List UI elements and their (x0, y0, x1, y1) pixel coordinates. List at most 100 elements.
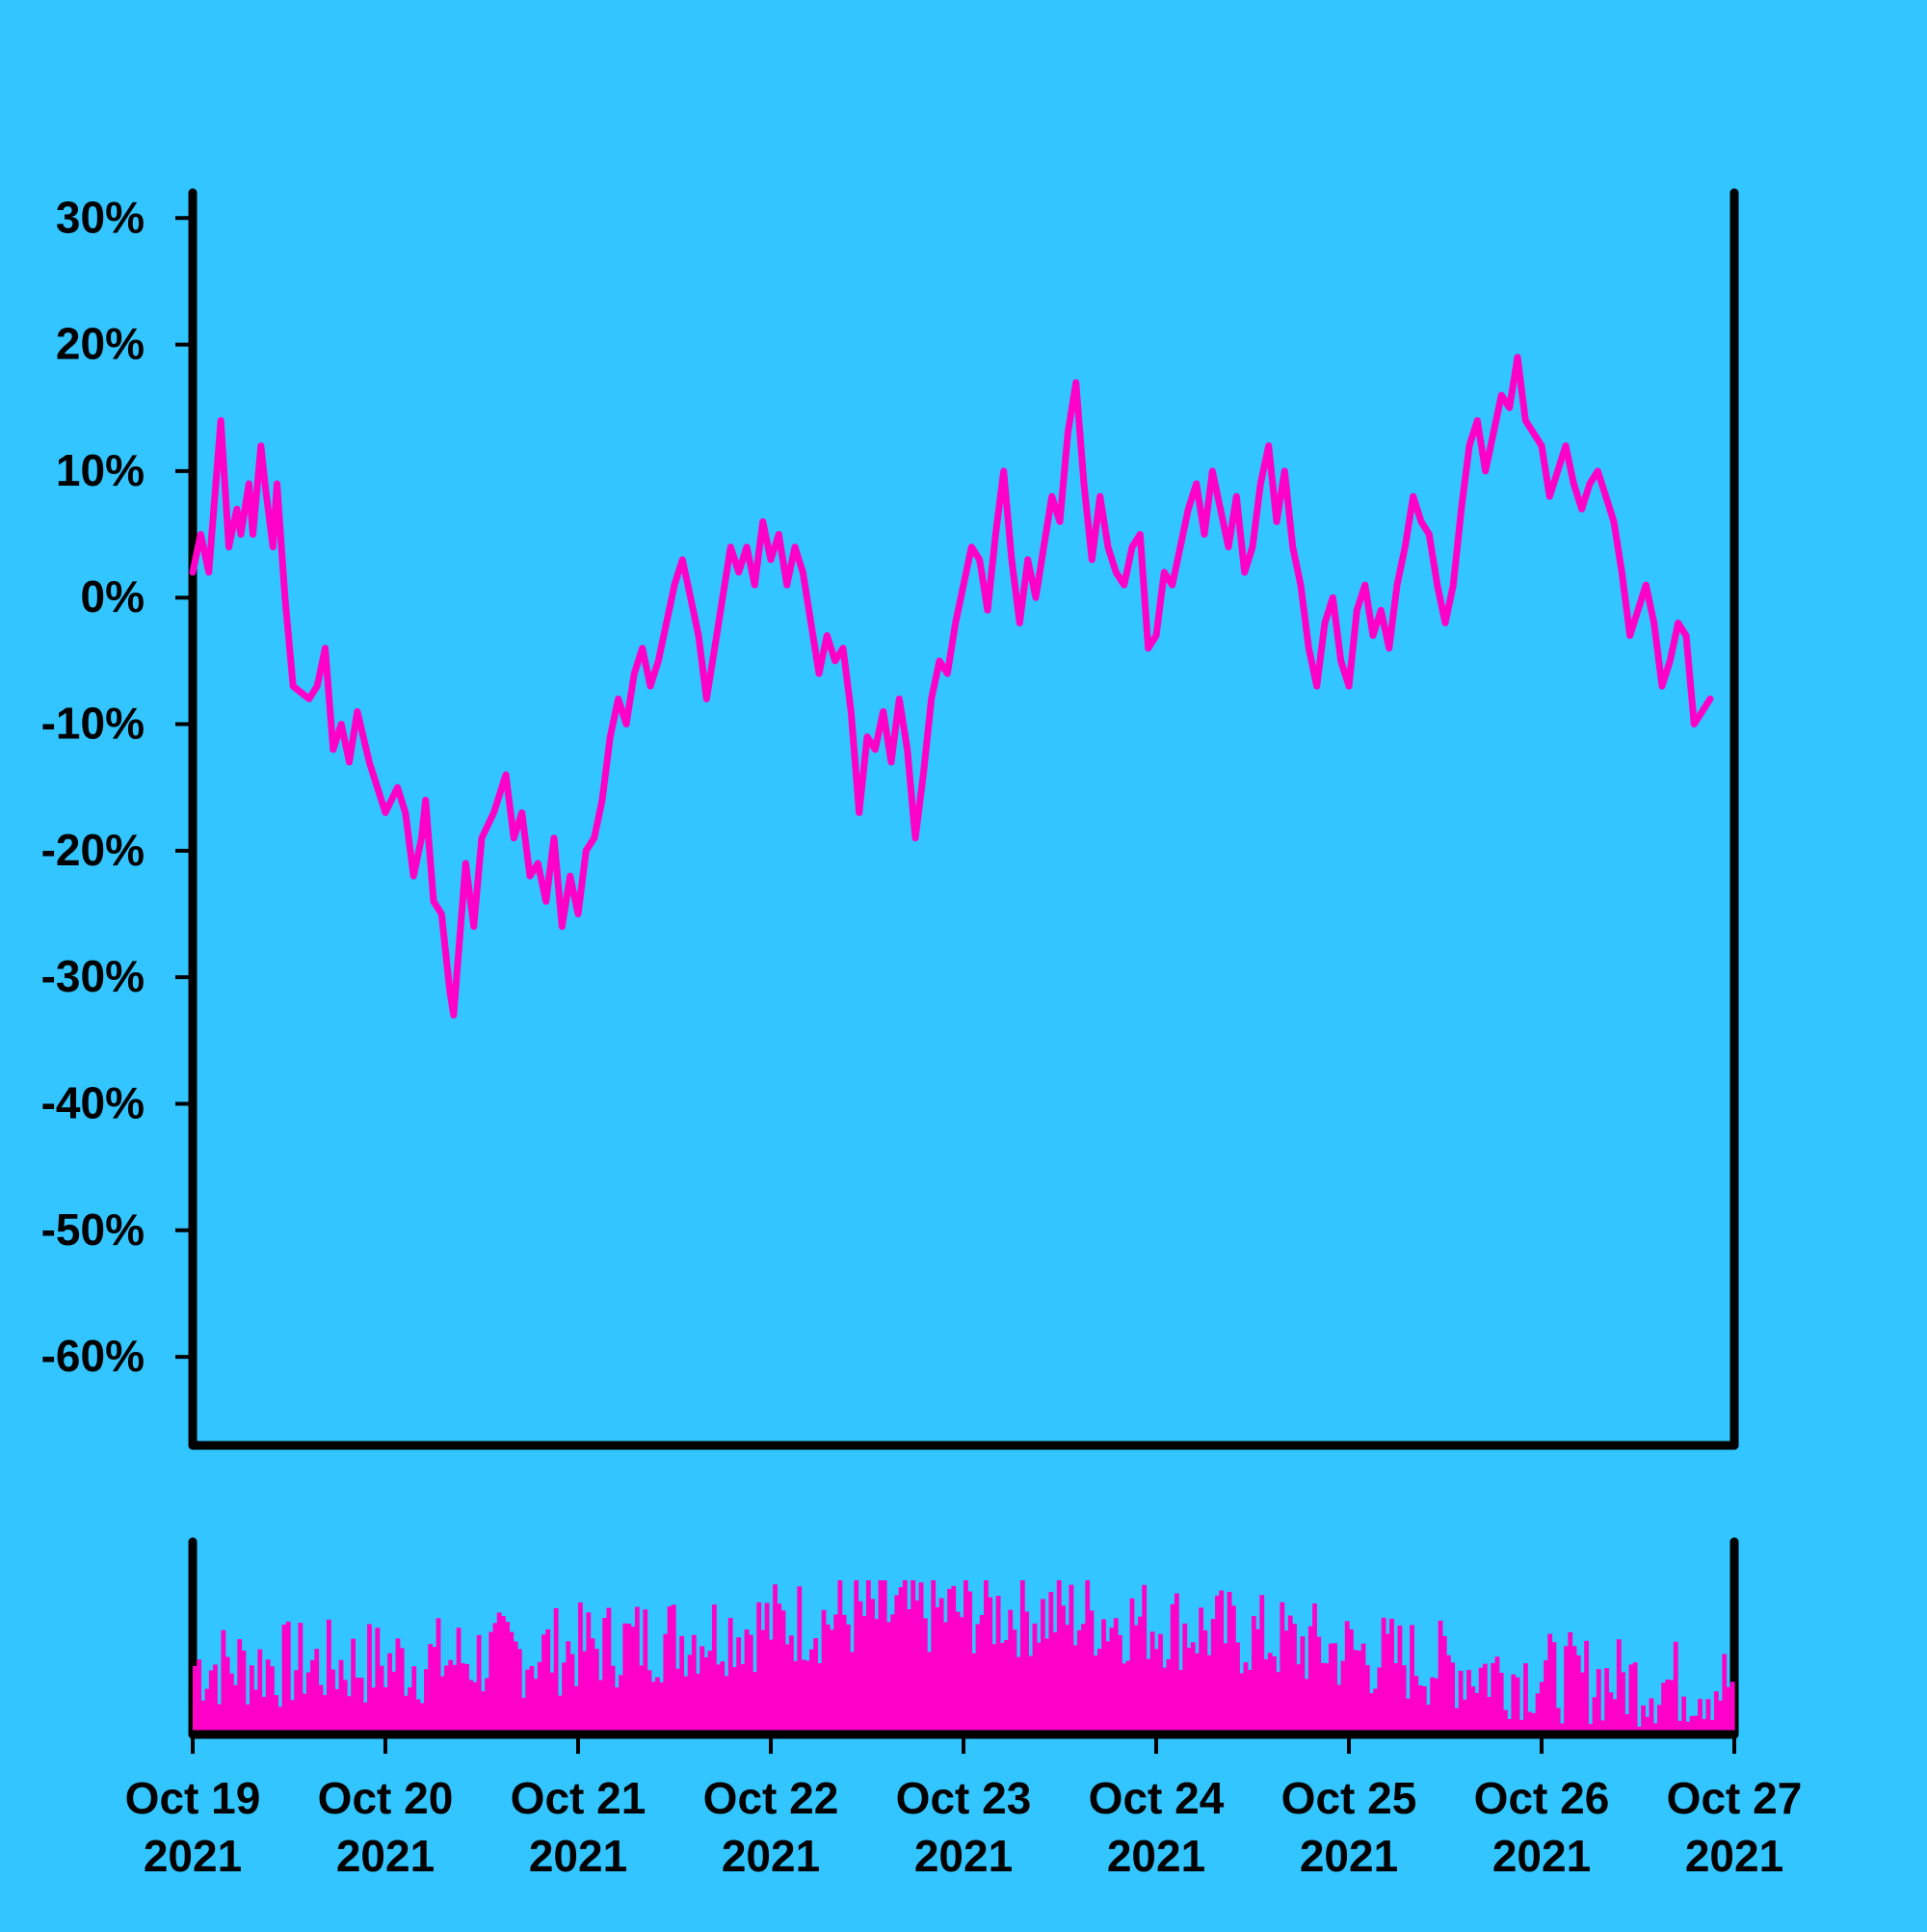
volume-bar (1410, 1625, 1414, 1734)
volume-bar (882, 1580, 887, 1734)
volume-bar (995, 1596, 1001, 1734)
volume-bar (1377, 1667, 1383, 1734)
volume-bar (1178, 1670, 1183, 1734)
y-tick-label: -50% (41, 1204, 145, 1255)
volume-bar (1705, 1699, 1711, 1734)
volume-bar (1426, 1705, 1431, 1734)
volume-bar (439, 1676, 445, 1734)
volume-bar (602, 1617, 608, 1734)
volume-bar (1340, 1660, 1346, 1734)
volume-bar (902, 1580, 908, 1734)
volume-bar (448, 1659, 454, 1734)
volume-bar (622, 1623, 628, 1734)
volume-bar (391, 1671, 397, 1734)
volume-bar (1061, 1605, 1066, 1734)
volume-bar (894, 1595, 900, 1734)
x-tick-label-line2: 2021 (914, 1831, 1013, 1881)
volume-bar (221, 1629, 226, 1734)
volume-bar (492, 1623, 498, 1734)
x-tick-label-line1: Oct 21 (511, 1773, 647, 1823)
volume-bar (716, 1664, 721, 1734)
volume-bar (777, 1603, 782, 1734)
volume-bar (408, 1687, 412, 1734)
volume-bar (1215, 1595, 1220, 1734)
volume-bar (1312, 1603, 1317, 1734)
volume-bar (428, 1644, 434, 1734)
volume-bar (1515, 1677, 1520, 1734)
volume-bar (347, 1696, 352, 1734)
x-tick-label-line1: Oct 27 (1667, 1773, 1803, 1823)
volume-bar (1076, 1629, 1082, 1734)
volume-bar (1292, 1624, 1297, 1734)
y-tick-label: -30% (41, 951, 145, 1001)
volume-bar (1645, 1716, 1650, 1734)
volume-bar (1568, 1631, 1573, 1734)
volume-bar (241, 1651, 247, 1734)
volume-bar (1353, 1650, 1359, 1734)
volume-bar (1190, 1642, 1196, 1734)
volume-bar (197, 1659, 202, 1734)
volume-bar (294, 1670, 300, 1734)
volume-bar (1381, 1617, 1386, 1734)
volume-bar (545, 1628, 551, 1734)
volume-bar (874, 1619, 880, 1734)
volume-bar (1405, 1698, 1411, 1734)
volume-bar (274, 1695, 279, 1734)
volume-bar (1389, 1618, 1394, 1734)
volume-bar (338, 1659, 344, 1734)
volume-bar (1722, 1654, 1728, 1734)
volume-bar (281, 1624, 287, 1734)
volume-bar (1096, 1648, 1102, 1734)
volume-bar (1056, 1580, 1062, 1734)
volume-bar (1239, 1673, 1245, 1734)
volume-bar (379, 1665, 384, 1734)
volume-bar (1616, 1639, 1622, 1734)
volume-bar (245, 1704, 251, 1734)
volume-bar (1564, 1646, 1569, 1734)
volume-bar (1600, 1720, 1605, 1734)
volume-bar (1729, 1681, 1735, 1734)
volume-bar (1149, 1631, 1155, 1734)
volume-bar (351, 1638, 356, 1734)
volume-bar (1336, 1684, 1342, 1734)
volume-bar (1462, 1699, 1467, 1734)
volume-bar (1596, 1669, 1601, 1734)
volume-bar (914, 1601, 920, 1734)
volume-bar (979, 1615, 985, 1734)
volume-bar (460, 1663, 465, 1734)
volume-bar (768, 1639, 774, 1734)
x-tick-label-line2: 2021 (1300, 1831, 1398, 1881)
volume-bar (630, 1627, 636, 1734)
volume-bar (850, 1652, 855, 1734)
volume-bar (788, 1635, 794, 1734)
volume-bar (193, 1665, 198, 1734)
volume-bar (1369, 1693, 1374, 1734)
volume-bar (938, 1598, 944, 1734)
volume-panel (188, 1537, 1739, 1739)
volume-bar (1527, 1711, 1533, 1734)
volume-bar (1580, 1672, 1585, 1734)
volume-bar (513, 1641, 518, 1734)
volume-bar (955, 1611, 961, 1734)
volume-bar (1446, 1654, 1451, 1734)
volume-bar (707, 1651, 713, 1734)
x-tick-label-line1: Oct 20 (318, 1773, 454, 1823)
volume-bar (663, 1633, 669, 1734)
volume-bar (1052, 1631, 1058, 1734)
volume-bar (411, 1666, 417, 1734)
volume-bar (931, 1580, 937, 1734)
volume-bar (403, 1695, 409, 1734)
volume-bar (971, 1653, 977, 1734)
volume-bar (740, 1663, 746, 1734)
volume-bar (1024, 1611, 1029, 1734)
volume-bar (1454, 1707, 1460, 1734)
volume-bar (224, 1656, 230, 1734)
volume-bar (387, 1653, 392, 1734)
volume-bar (1511, 1674, 1517, 1734)
volume-bar (1360, 1643, 1366, 1734)
volume-bar (606, 1607, 612, 1734)
volume-bar (1251, 1616, 1256, 1734)
volume-bar (959, 1617, 964, 1734)
volume-bar (1210, 1619, 1216, 1734)
volume-bar (805, 1660, 810, 1734)
